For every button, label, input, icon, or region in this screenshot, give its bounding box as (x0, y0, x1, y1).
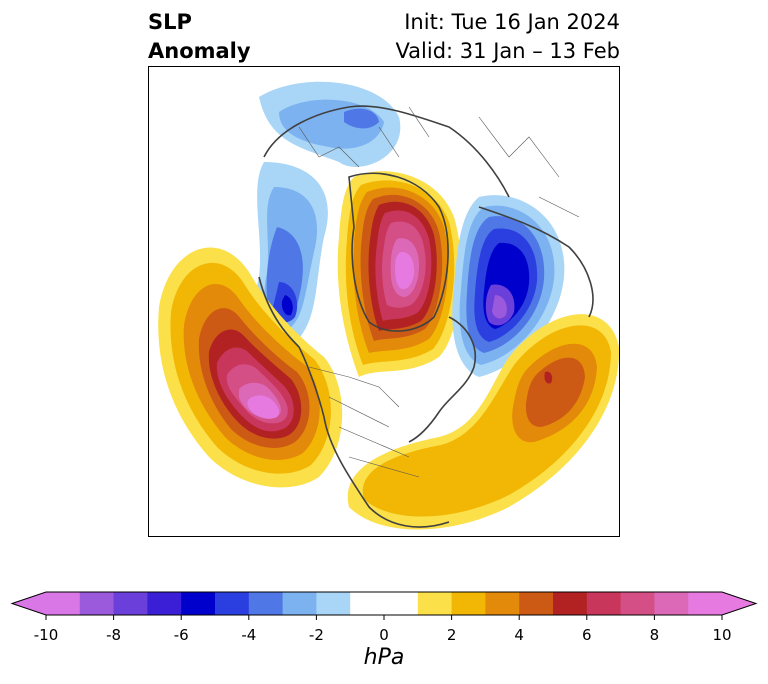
colorbar-cell (350, 592, 385, 615)
colorbar-cell (79, 592, 115, 615)
coastlines (258, 105, 594, 528)
colorbar-cell (417, 592, 453, 615)
anomaly-map (148, 66, 620, 537)
colorbar-unit: hPa (363, 645, 405, 670)
colorbar-outline (10, 591, 758, 616)
init-date: Init: Tue 16 Jan 2024 (404, 10, 620, 34)
colorbar-cells (46, 592, 723, 615)
colorbar-extend-high (722, 592, 756, 615)
positive-anomaly-pacific (158, 247, 343, 488)
colorbar-tick-label: 4 (514, 626, 524, 644)
colorbar-cell (215, 592, 250, 615)
colorbar (10, 591, 758, 620)
colorbar-cell (688, 592, 723, 615)
colorbar-cell (654, 592, 689, 615)
map-title: SLP Anomaly (148, 8, 251, 66)
colorbar-tick-label: 8 (649, 626, 660, 644)
colorbar-cell (485, 592, 520, 615)
colorbar-cell (519, 592, 554, 615)
title-variable: SLP (148, 10, 192, 34)
colorbar-cell (451, 592, 486, 615)
colorbar-cell (586, 592, 622, 615)
colorbar-tick-label: -10 (33, 626, 59, 644)
colorbar-cell (248, 592, 284, 615)
colorbar-cell (620, 592, 655, 615)
political-borders (298, 106, 580, 478)
colorbar-cell (553, 592, 588, 615)
colorbar-tick-label: -6 (173, 626, 189, 644)
colorbar-cell (316, 592, 351, 615)
colorbar-tick-label: 0 (379, 626, 389, 644)
positive-anomaly-pole (337, 171, 462, 377)
title-field: Anomaly (148, 39, 251, 63)
forecast-dates: Init: Tue 16 Jan 2024 Valid: 31 Jan – 13… (395, 8, 620, 66)
positive-anomaly-atlantic (347, 314, 619, 530)
colorbar-cell (384, 592, 419, 615)
negative-anomaly-north (259, 81, 401, 167)
colorbar-cell (181, 592, 216, 615)
colorbar-tick-label: -2 (308, 626, 324, 644)
colorbar-cell (46, 592, 81, 615)
colorbar-cell (147, 592, 182, 615)
colorbar-tick-label: -8 (106, 626, 122, 644)
valid-range: Valid: 31 Jan – 13 Feb (395, 39, 620, 63)
colorbar-ticks (45, 615, 723, 620)
colorbar-cell (282, 592, 317, 615)
colorbar-tick-label: -4 (241, 626, 257, 644)
colorbar-tick-label: 6 (582, 626, 592, 644)
colorbar-extend-low (12, 592, 46, 615)
colorbar-tick-label: 10 (712, 626, 732, 644)
colorbar-tick-label: 2 (446, 626, 457, 644)
negative-anomaly-west (255, 162, 328, 349)
map-canvas (158, 81, 619, 530)
colorbar-cell (113, 592, 148, 615)
